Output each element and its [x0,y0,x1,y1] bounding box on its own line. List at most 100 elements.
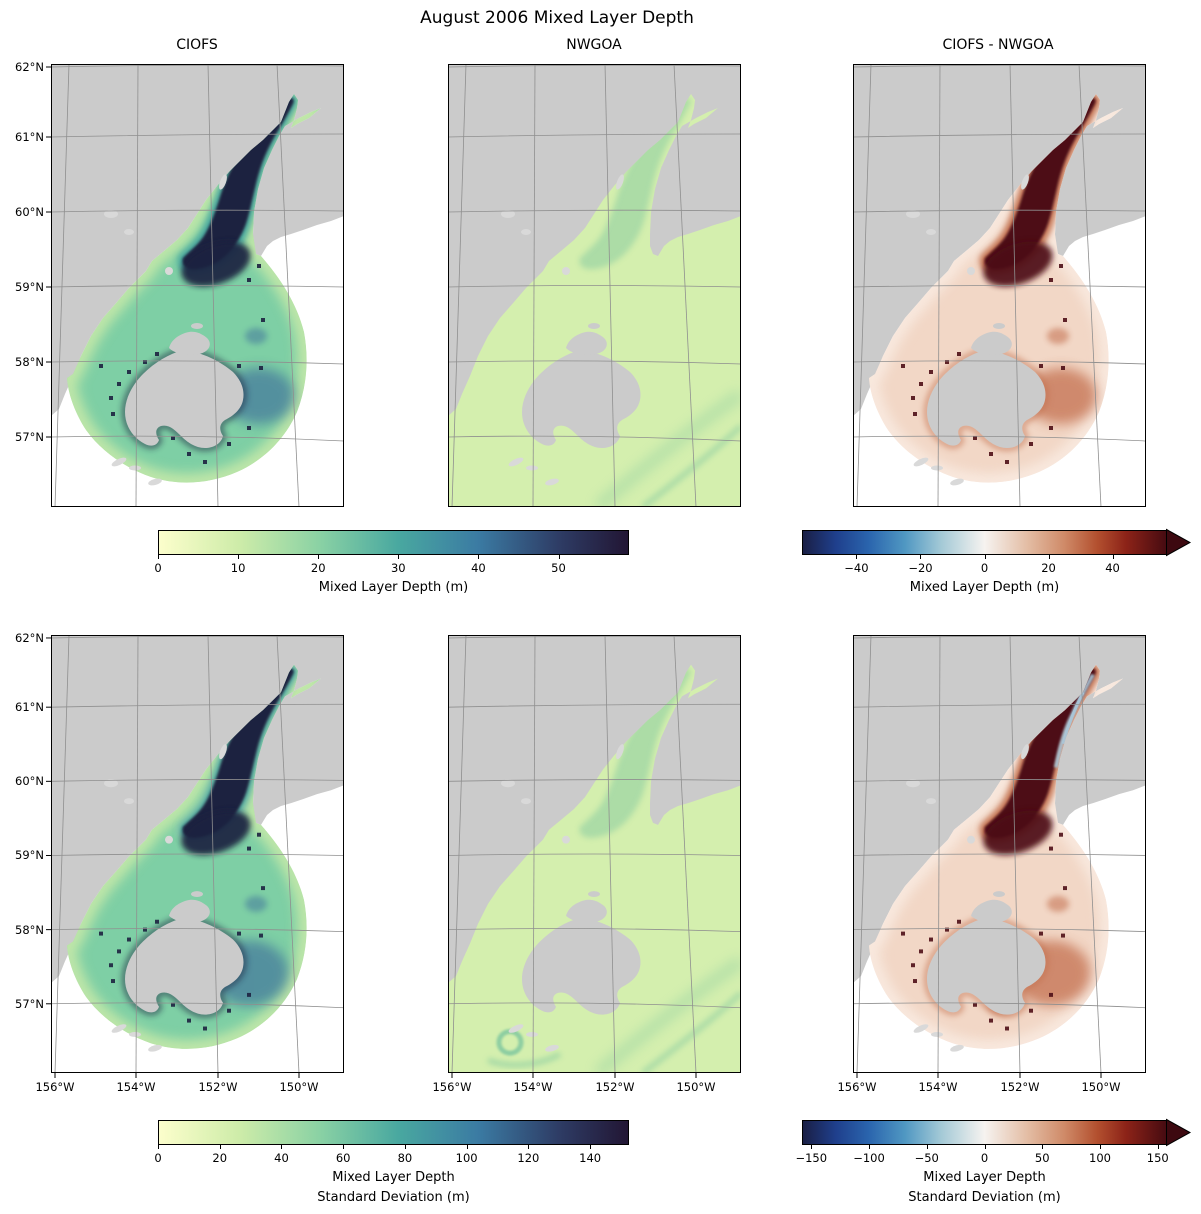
colorbar-gradient [802,530,1167,555]
lon-tick-label: 152°W [1000,1080,1040,1094]
colorbar-tick [528,1145,530,1149]
lon-tick-label: 150°W [676,1080,716,1094]
colorbar-tick-label: −100 [853,1151,885,1165]
colorbar-tick [158,1145,159,1149]
colorbar-tick-label: −20 [908,561,933,575]
colorbar-tick-label: 20 [1041,561,1056,575]
colorbar-tick [558,555,560,559]
colorbar-axis-label: Mixed Layer Depth Standard Deviation (m) [908,1170,1061,1206]
map-nwgoa-mean [447,63,742,508]
colorbar-tick [343,1145,345,1149]
colorbar-tick-label: 50 [1034,1151,1050,1165]
colorbar-extend-arrow [1166,1118,1192,1147]
colorbar-tick-label: 100 [455,1151,478,1165]
lon-tick-label: 154°W [513,1080,553,1094]
lat-tick-label: 58°N [15,355,44,369]
colorbar-tick-label: 40 [274,1151,289,1165]
colorbar-tick [318,555,320,559]
colorbar-gradient [158,1120,629,1145]
colorbar-tick-label: 80 [397,1151,413,1165]
colorbar-tick [158,555,159,559]
map-diff-sd [852,634,1147,1078]
lat-tick-label: 57°N [15,996,44,1011]
colorbar-tick-label: 40 [471,561,486,575]
colorbar-tick-label: 0 [154,561,162,575]
lat-tick-label: 62°N [15,60,44,74]
lat-tick-label: 59°N [15,280,44,294]
lat-tick-label: 60°N [15,205,44,219]
colorbar-axis-label: Mixed Layer Depth (m) [318,580,469,595]
colorbar-tick [281,1145,283,1149]
colorbar-tick-label: 10 [230,561,246,575]
lon-tick-label: 154°W [116,1080,156,1094]
colorbar-gradient [158,530,629,555]
colorbar-tick-label: −40 [844,561,869,575]
colorbar-tick-label: 0 [980,1151,989,1165]
colorbar-tick-label: −150 [795,1151,828,1165]
colorbar-tick-label: 140 [579,1151,602,1165]
colorbar-mld-mean: 0 10 20 30 40 50 Mixed Layer Depth (m) [154,530,629,600]
lon-tick-label: 150°W [279,1080,319,1094]
colorbar-axis-label: Mixed Layer Depth Standard Deviation (m) [317,1170,470,1206]
lat-tick-label: 61°N [15,130,44,144]
colorbar-tick [238,555,240,559]
lon-tick-label: 156°W [432,1080,472,1094]
lon-tick-label: 156°W [837,1080,877,1094]
colorbar-tick-label: 60 [335,1151,351,1165]
colorbar-tick-label: 120 [517,1151,540,1165]
colorbar-tick [1100,1145,1101,1149]
colorbar-tick [811,1145,813,1149]
panel-title-nwgoa: NWGOA [566,37,622,53]
map-nwgoa-sd [447,634,742,1078]
colorbar-tick [1112,555,1114,559]
colorbar-tick [926,1145,928,1149]
lon-tick-label: 156°W [35,1080,75,1094]
colorbar-tick-label: 50 [551,561,566,575]
colorbar-sd-diff: −150 −100 −50 0 50 100 150 Mixed Layer Depth St… [795,1118,1193,1212]
lat-tick-label: 61°N [15,700,44,715]
map-diff-mean [852,63,1147,508]
colorbar-tick-label: −50 [914,1151,939,1165]
colorbar-tick [984,555,986,559]
colorbar-tick-label: 20 [212,1151,228,1165]
lat-tick-label: 59°N [15,848,44,863]
colorbar-tick-label: 150 [1146,1151,1169,1165]
colorbar-tick [219,1145,221,1149]
colorbar-tick [404,1145,406,1149]
colorbar-tick [920,555,922,559]
colorbar-tick-label: 30 [390,561,406,575]
lat-tick-label: 57°N [15,430,44,444]
colorbar-extend-arrow [1166,528,1192,557]
lat-tick-label: 62°N [15,630,44,645]
colorbar-tick [398,555,400,559]
colorbar-tick [868,1145,870,1149]
lon-tick-label: 152°W [595,1080,635,1094]
colorbar-gradient [802,1120,1167,1145]
colorbar-tick [478,555,480,559]
colorbar-tick-label: 100 [1089,1151,1111,1165]
colorbar-tick-label: 20 [310,561,326,575]
colorbar-tick [1048,555,1050,559]
colorbar-tick [466,1145,468,1149]
map-ciofs-sd [46,634,345,1078]
lat-tick-label: 58°N [15,922,44,937]
figure-title: August 2006 Mixed Layer Depth [420,8,694,28]
lon-tick-label: 150°W [1081,1080,1121,1094]
colorbar-sd-mean: 0 20 40 60 80 100 120 140 Mixed Layer Depth Stan… [154,1120,629,1212]
colorbar-mld-diff: −40 −20 0 20 40 Mixed Layer Depth (m) [802,528,1193,600]
lat-tick-label: 60°N [15,774,44,789]
colorbar-tick [1042,1145,1044,1149]
lon-tick-label: 152°W [198,1080,238,1094]
colorbar-tick [856,555,858,559]
map-ciofs-mean [46,63,345,508]
panel-title-diff: CIOFS - NWGOA [942,37,1054,53]
colorbar-tick [1157,1145,1159,1149]
colorbar-tick [984,1145,986,1149]
colorbar-tick-label: 0 [980,561,989,575]
colorbar-tick [590,1145,592,1149]
colorbar-axis-label: Mixed Layer Depth (m) [909,580,1060,595]
lon-tick-label: 154°W [918,1080,958,1094]
panel-title-ciofs: CIOFS [176,37,218,53]
colorbar-tick-label: 0 [154,1151,162,1165]
